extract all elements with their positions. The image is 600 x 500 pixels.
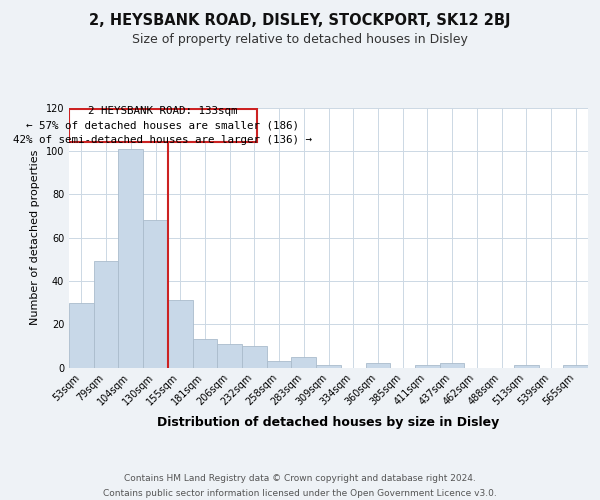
- Bar: [94, 262, 118, 368]
- Bar: [217, 344, 242, 367]
- Bar: [316, 366, 341, 368]
- Bar: [514, 366, 539, 368]
- Bar: [292, 356, 316, 368]
- Bar: [563, 366, 588, 368]
- Bar: [415, 366, 440, 368]
- X-axis label: Distribution of detached houses by size in Disley: Distribution of detached houses by size …: [157, 416, 500, 428]
- Bar: [242, 346, 267, 368]
- Text: 2, HEYSBANK ROAD, DISLEY, STOCKPORT, SK12 2BJ: 2, HEYSBANK ROAD, DISLEY, STOCKPORT, SK1…: [89, 12, 511, 28]
- Bar: [365, 363, 390, 368]
- Y-axis label: Number of detached properties: Number of detached properties: [30, 150, 40, 325]
- Text: Contains HM Land Registry data © Crown copyright and database right 2024.: Contains HM Land Registry data © Crown c…: [124, 474, 476, 483]
- Bar: [118, 148, 143, 368]
- Bar: [267, 361, 292, 368]
- Bar: [143, 220, 168, 368]
- Text: Contains public sector information licensed under the Open Government Licence v3: Contains public sector information licen…: [103, 489, 497, 498]
- Text: Size of property relative to detached houses in Disley: Size of property relative to detached ho…: [132, 32, 468, 46]
- FancyBboxPatch shape: [69, 108, 257, 142]
- Bar: [168, 300, 193, 368]
- Text: 2 HEYSBANK ROAD: 133sqm
← 57% of detached houses are smaller (186)
42% of semi-d: 2 HEYSBANK ROAD: 133sqm ← 57% of detache…: [13, 106, 313, 145]
- Bar: [193, 340, 217, 367]
- Bar: [440, 363, 464, 368]
- Bar: [69, 302, 94, 368]
